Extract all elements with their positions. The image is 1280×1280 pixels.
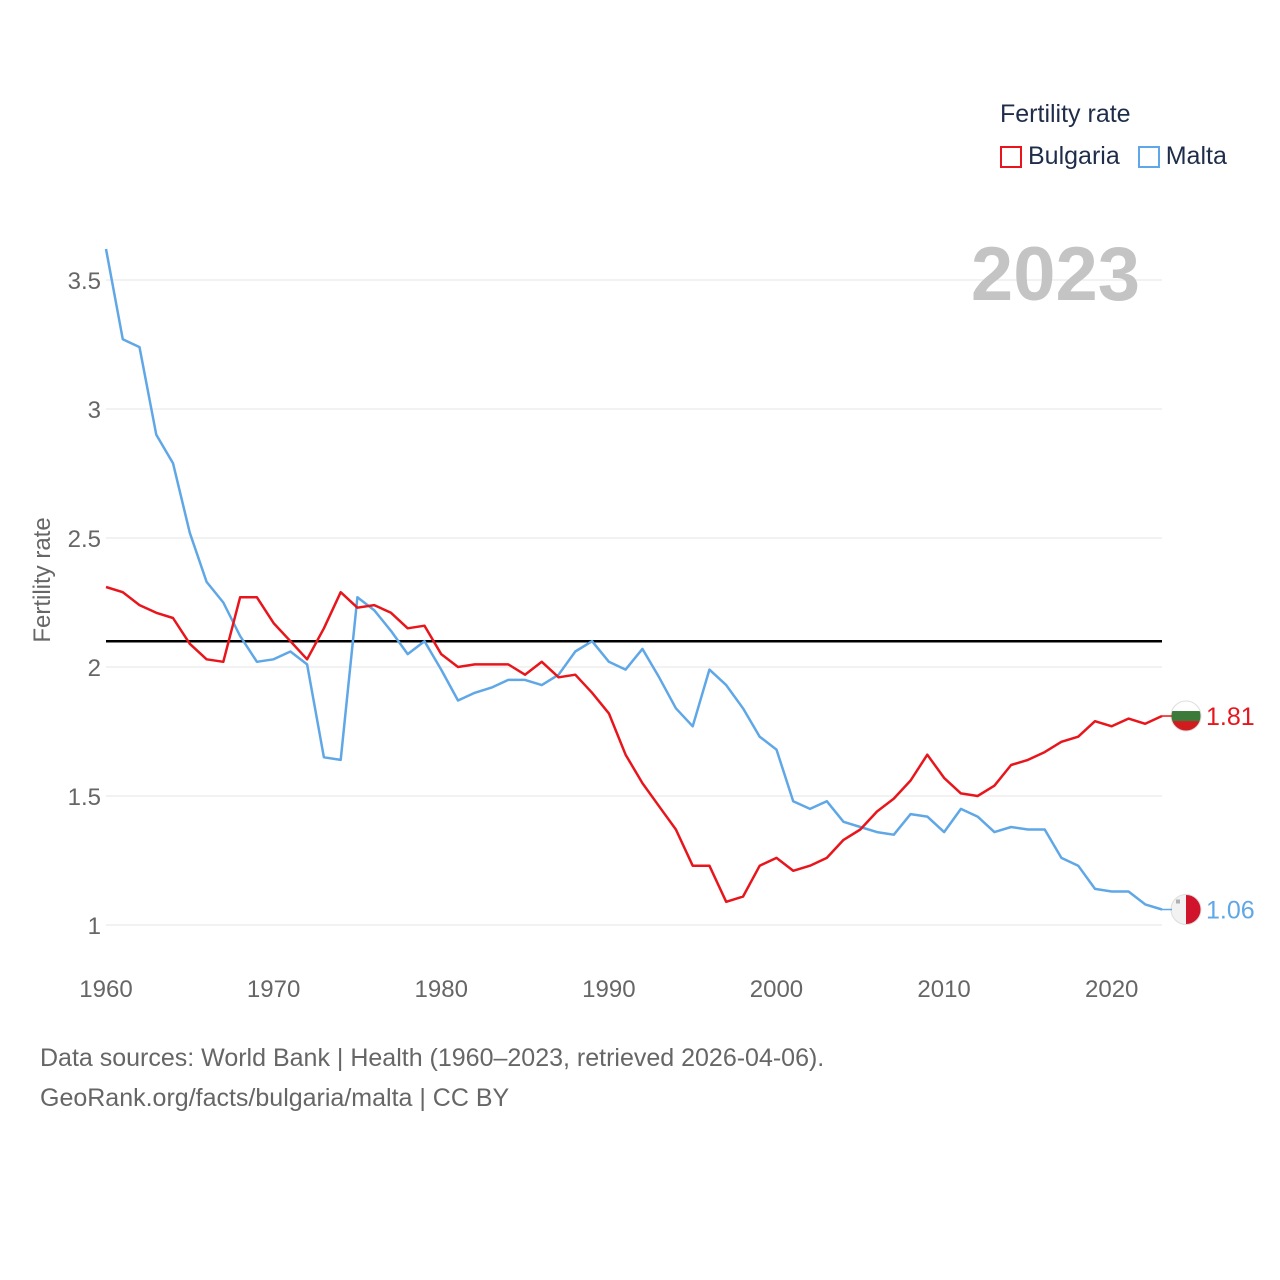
x-tick-label: 1990	[582, 976, 635, 1003]
legend-item-malta[interactable]: Malta	[1137, 142, 1227, 171]
x-tick-label: 2020	[1085, 976, 1138, 1003]
legend-title: Fertility rate	[1000, 100, 1131, 128]
legend-item-bulgaria[interactable]: Bulgaria	[1000, 142, 1120, 171]
legend-label-bulgaria: Bulgaria	[1028, 142, 1120, 170]
legend-swatch-malta	[1137, 145, 1160, 168]
series-lines	[104, 248, 1163, 911]
y-tick-label: 2	[88, 655, 101, 682]
x-axis-ticks: 1960 1970 1980 1990 2000 2010 2020	[79, 976, 1138, 1003]
y-axis-label: Fertility rate	[29, 517, 56, 642]
footer-credit[interactable]: GeoRank.org/facts/bulgaria/malta | CC BY	[40, 1084, 510, 1112]
x-tick-label: 1970	[247, 976, 300, 1003]
x-tick-label: 2000	[750, 976, 803, 1003]
end-labels: 1.81 1.06	[1162, 703, 1255, 925]
malta-flag-icon	[1170, 894, 1202, 926]
grid	[106, 279, 1162, 926]
series-line-bulgaria[interactable]	[105, 585, 1163, 904]
legend: Bulgaria Malta	[1000, 142, 1245, 171]
footer-sources: Data sources: World Bank | Health (1960–…	[40, 1044, 825, 1072]
legend-label-malta: Malta	[1165, 142, 1227, 170]
x-tick-label: 1980	[415, 976, 468, 1003]
y-tick-label: 3.5	[68, 268, 101, 295]
x-tick-label: 1960	[79, 976, 132, 1003]
y-tick-label: 1	[88, 913, 101, 940]
bulgaria-flag-icon	[1170, 700, 1202, 732]
legend-swatch-bulgaria	[1000, 145, 1022, 168]
y-axis-ticks: 1 1.5 2 2.5 3 3.5	[68, 268, 101, 940]
y-tick-label: 2.5	[68, 526, 101, 553]
series-line-malta[interactable]	[104, 248, 1163, 911]
y-tick-label: 3	[88, 397, 101, 424]
end-label-malta: 1.06	[1206, 897, 1255, 925]
end-label-bulgaria: 1.81	[1206, 703, 1255, 731]
y-tick-label: 1.5	[68, 784, 101, 811]
x-tick-label: 2010	[917, 976, 970, 1003]
year-badge: 2023	[971, 232, 1140, 317]
end-markers	[1170, 700, 1202, 926]
